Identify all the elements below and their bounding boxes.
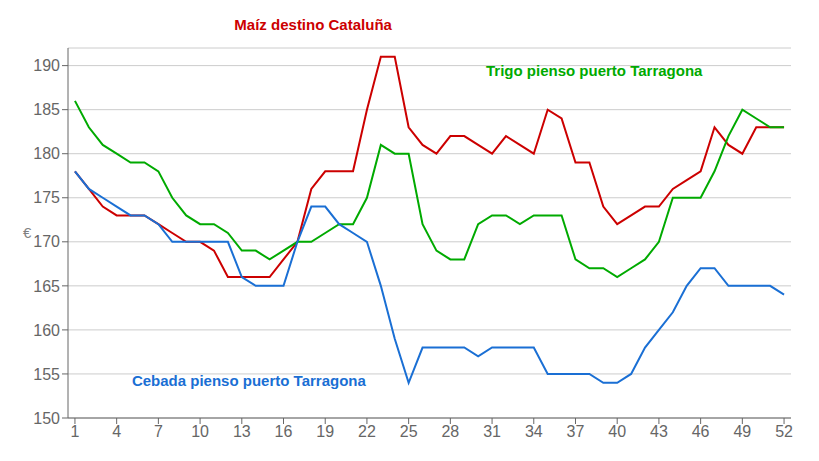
svg-text:7: 7 (154, 423, 163, 440)
svg-text:175: 175 (33, 189, 60, 206)
svg-text:52: 52 (775, 423, 793, 440)
svg-text:34: 34 (525, 423, 543, 440)
svg-text:22: 22 (358, 423, 376, 440)
html-text:Trigo pienso puerto Tarragona: Trigo pienso puerto Tarragona (486, 62, 703, 79)
html-text:Cebada pienso puerto Tarragona: Cebada pienso puerto Tarragona (131, 372, 366, 389)
svg-text:1: 1 (70, 423, 79, 440)
svg-text:49: 49 (733, 423, 751, 440)
svg-text:190: 190 (33, 57, 60, 74)
svg-text:160: 160 (33, 322, 60, 339)
svg-text:155: 155 (33, 366, 60, 383)
svg-text:31: 31 (483, 423, 501, 440)
svg-text:170: 170 (33, 233, 60, 250)
svg-text:165: 165 (33, 278, 60, 295)
svg-text:40: 40 (608, 423, 626, 440)
svg-text:25: 25 (400, 423, 418, 440)
svg-text:10: 10 (191, 423, 209, 440)
svg-text:€: € (23, 224, 32, 241)
svg-text:16: 16 (275, 423, 293, 440)
svg-text:185: 185 (33, 101, 60, 118)
svg-text:180: 180 (33, 145, 60, 162)
svg-text:37: 37 (567, 423, 585, 440)
svg-text:4: 4 (112, 423, 121, 440)
svg-text:19: 19 (316, 423, 334, 440)
svg-text:43: 43 (650, 423, 668, 440)
svg-text:13: 13 (233, 423, 251, 440)
svg-text:46: 46 (692, 423, 710, 440)
svg-text:150: 150 (33, 410, 60, 427)
html-text:Maíz destino Cataluña: Maíz destino Cataluña (234, 16, 392, 33)
svg-text:28: 28 (441, 423, 459, 440)
